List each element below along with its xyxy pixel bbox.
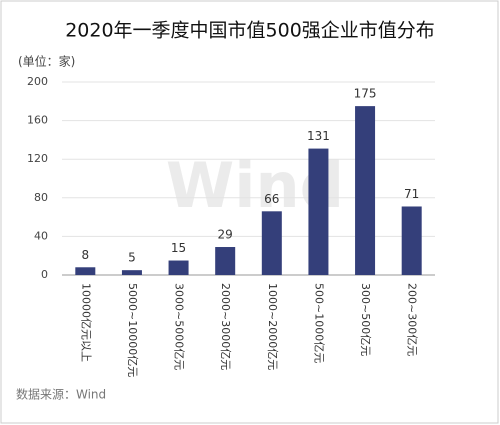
source: 数据来源：Wind: [16, 387, 106, 402]
y-tick-label: 160: [27, 114, 48, 127]
bar: [261, 211, 282, 275]
bar: [308, 148, 329, 275]
y-tick-label: 40: [34, 229, 48, 242]
x-tick-label: 10000亿元以上: [79, 283, 92, 362]
bar: [401, 206, 422, 275]
x-tick-label: 300~500亿元: [359, 283, 372, 356]
x-tick-label: 3000~5000亿元: [173, 283, 186, 370]
value-label: 5: [128, 251, 136, 265]
x-tick-label: 500~1000亿元: [312, 283, 325, 363]
x-tick-label: 200~300亿元: [406, 283, 419, 356]
y-tick-label: 80: [34, 191, 48, 204]
chart-title: 2020年一季度中国市值500强企业市值分布: [65, 20, 435, 42]
value-label: 71: [404, 187, 419, 201]
bar: [168, 260, 189, 275]
x-tick-label: 5000~10000亿元: [126, 283, 139, 377]
value-label: 175: [354, 87, 377, 101]
y-tick-label: 120: [27, 152, 48, 165]
x-tick-label: 1000~2000亿元: [266, 283, 279, 370]
y-tick-label: 0: [41, 268, 48, 281]
bar: [75, 267, 96, 275]
value-label: 131: [307, 129, 330, 143]
value-label: 29: [218, 228, 233, 242]
bar: [121, 270, 142, 275]
value-label: 8: [81, 248, 89, 262]
value-label: 15: [171, 241, 186, 255]
bar: [355, 106, 376, 275]
x-tick-label: 2000~3000亿元: [219, 283, 232, 370]
value-label: 66: [264, 192, 279, 206]
bar: [215, 247, 236, 275]
unit-label: (单位：家): [18, 54, 75, 69]
y-tick-label: 200: [27, 75, 48, 88]
